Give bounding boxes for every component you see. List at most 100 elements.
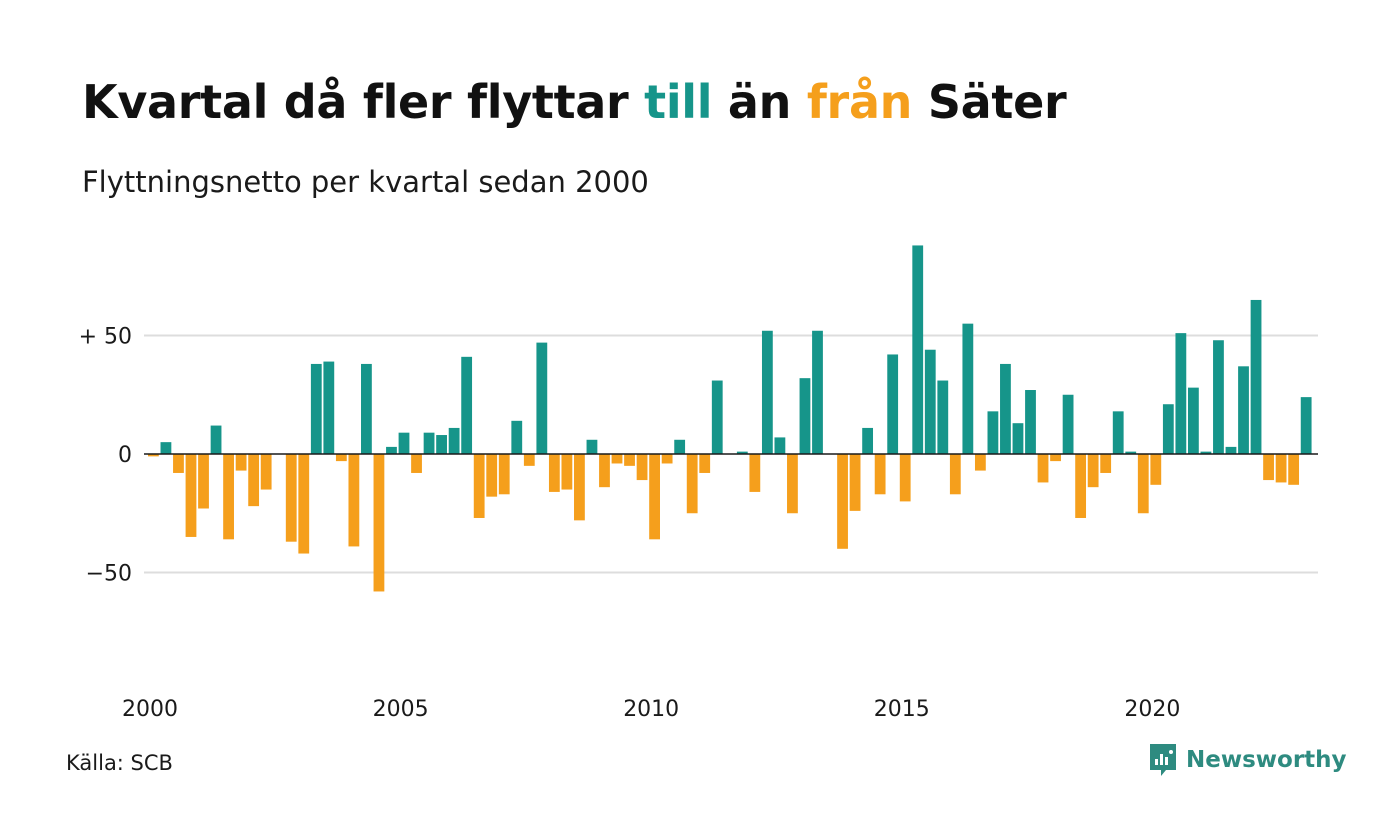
bar-negative [198, 454, 209, 509]
bar-negative [185, 454, 197, 537]
bar-negative [699, 454, 711, 473]
bar-negative [548, 454, 560, 492]
bar-positive [511, 420, 523, 454]
bar-positive [1012, 423, 1024, 454]
y-tick-label: −50 [86, 562, 132, 587]
bar-positive [887, 354, 899, 454]
x-tick-label: 2020 [1124, 697, 1180, 722]
bar-negative [686, 454, 698, 514]
bar-positive [711, 380, 723, 454]
bar-negative [523, 454, 535, 466]
bar-negative [173, 454, 184, 473]
bar-negative [649, 454, 660, 540]
source-note: Källa: SCB [66, 751, 173, 775]
bar-negative [285, 454, 297, 542]
bar-positive [386, 446, 397, 454]
bar-negative [223, 454, 234, 540]
title-part-1: Kvartal då fler flyttar [82, 75, 645, 129]
y-axis-tick-labels: + 50 0 −50 [79, 325, 132, 587]
bar-negative [636, 454, 648, 481]
title-highlight-out: från [806, 75, 913, 129]
bar-negative [599, 454, 610, 488]
bar-positive [987, 411, 999, 454]
bar-positive [323, 361, 335, 454]
bar-positive [1112, 411, 1124, 454]
bar-negative [1100, 454, 1112, 473]
bar-negative [1150, 454, 1162, 485]
bars [148, 245, 1312, 592]
title-highlight-in: till [644, 75, 713, 129]
bar-positive [1238, 366, 1249, 454]
bar-positive [736, 451, 748, 454]
bar-negative [348, 454, 360, 547]
chart-subtitle: Flyttningsnetto per kvartal sedan 2000 [82, 165, 649, 199]
bar-negative [837, 454, 848, 549]
bar-positive [962, 323, 974, 454]
bar-positive [862, 427, 874, 454]
bar-negative [335, 454, 347, 462]
bar-positive [1025, 390, 1036, 454]
x-tick-label: 2000 [122, 697, 178, 722]
bar-positive [774, 437, 786, 454]
bar-negative [1288, 454, 1300, 485]
bar-positive [1062, 394, 1074, 454]
bar-negative [260, 454, 272, 490]
bar-positive [674, 439, 686, 454]
x-axis-tick-labels: 2000 2005 2010 2015 2020 [122, 697, 1180, 722]
bar-negative [373, 454, 385, 592]
bar-negative [611, 454, 623, 464]
bar-negative [787, 454, 798, 514]
bar-positive [937, 380, 949, 454]
bar-negative [235, 454, 247, 471]
bar-negative [1037, 454, 1049, 483]
bar-positive [761, 330, 773, 454]
bar-positive [536, 342, 548, 454]
bar-negative [248, 454, 260, 507]
bar-positive [1225, 446, 1237, 454]
bar-positive [310, 363, 322, 454]
bar-positive [436, 435, 447, 454]
title-part-3: Säter [912, 75, 1067, 129]
bar-positive [812, 330, 823, 454]
bar-positive [799, 378, 811, 454]
bar-negative [473, 454, 485, 518]
y-tick-label: 0 [118, 443, 132, 468]
brand-name: Newsworthy [1186, 747, 1347, 773]
bar-positive [586, 439, 598, 454]
bar-positive [448, 427, 460, 454]
bar-positive [1200, 451, 1212, 454]
bar-chart: + 50 0 −50 2000 2005 2010 2015 2020 [79, 245, 1318, 722]
chart-title: Kvartal då fler flyttar till än från Sät… [82, 70, 1067, 134]
bar-negative [1275, 454, 1287, 483]
bar-negative [298, 454, 310, 554]
bar-positive [361, 363, 372, 454]
gridlines [144, 334, 1318, 574]
bar-positive [398, 432, 410, 454]
title-part-2: än [712, 75, 807, 129]
bar-negative [874, 454, 886, 495]
bar-positive [1125, 451, 1137, 454]
bar-negative [411, 454, 422, 473]
bar-negative [749, 454, 761, 492]
bar-positive [1162, 404, 1174, 454]
bar-positive [1175, 333, 1187, 454]
bar-negative [899, 454, 911, 502]
bar-positive [1213, 340, 1224, 454]
bar-positive [912, 245, 924, 454]
brand-logo[interactable]: Newsworthy [1148, 742, 1347, 778]
newsworthy-logo-icon [1150, 744, 1176, 776]
bar-positive [924, 349, 936, 454]
x-tick-label: 2015 [874, 697, 930, 722]
y-tick-label: + 50 [79, 325, 132, 350]
bar-negative [949, 454, 961, 495]
bar-negative [1263, 454, 1274, 481]
bar-negative [561, 454, 573, 490]
bar-negative [574, 454, 585, 521]
bar-positive [1250, 299, 1262, 454]
bar-negative [661, 454, 673, 464]
bar-positive [1187, 387, 1199, 454]
bar-positive [423, 432, 435, 454]
bar-positive [1300, 397, 1312, 454]
bar-positive [210, 425, 222, 454]
bar-positive [1000, 363, 1011, 454]
